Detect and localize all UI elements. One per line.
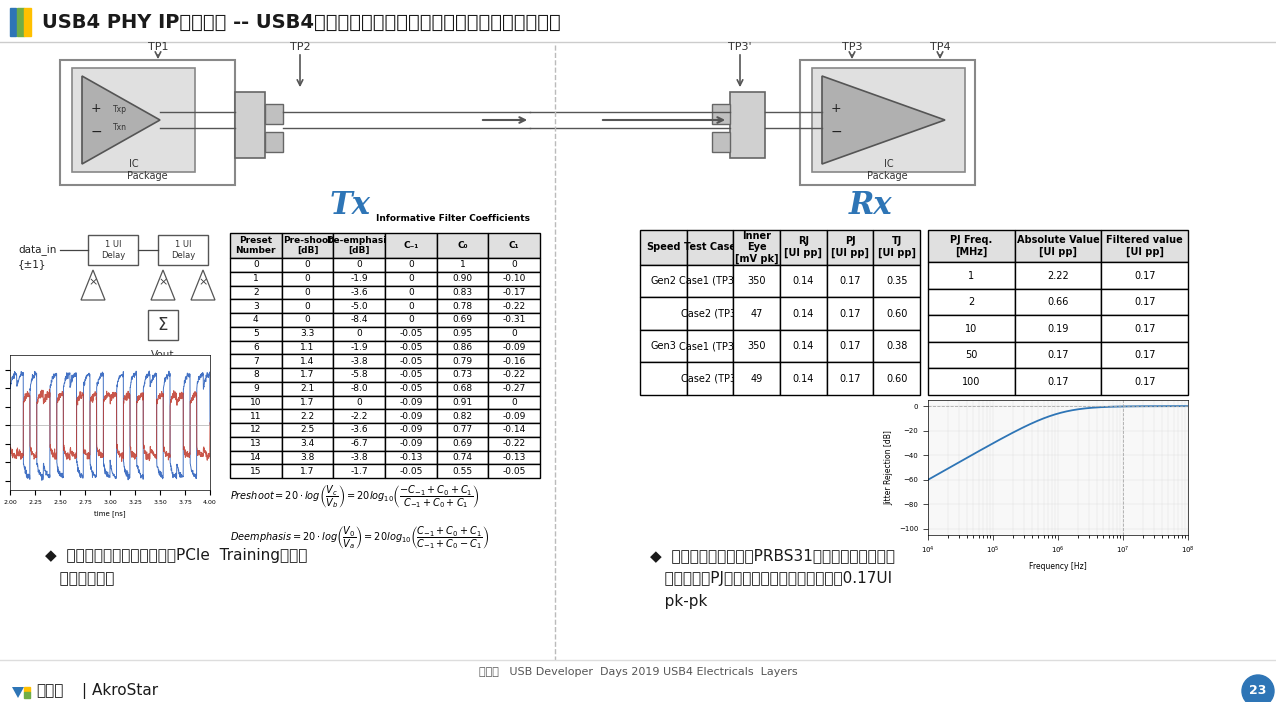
Bar bbox=[60, 60, 235, 185]
Text: TP1: TP1 bbox=[148, 42, 168, 52]
Text: $Deemphasis = 20 \cdot log\left(\dfrac{V_0}{V_a}\right) = 20log_{10}\left(\dfrac: $Deemphasis = 20 \cdot log\left(\dfrac{V… bbox=[230, 524, 489, 550]
Text: pk-pk: pk-pk bbox=[649, 594, 707, 609]
Text: ×: × bbox=[88, 277, 98, 287]
Text: Vout: Vout bbox=[152, 350, 175, 360]
Text: 似的反馈方法: 似的反馈方法 bbox=[45, 571, 115, 586]
Text: TP2: TP2 bbox=[290, 42, 310, 52]
Bar bbox=[17, 8, 24, 36]
Text: | AkroStar: | AkroStar bbox=[82, 683, 158, 699]
Text: Tx: Tx bbox=[329, 190, 370, 220]
Text: −: − bbox=[91, 125, 102, 139]
Text: Package: Package bbox=[868, 171, 907, 181]
Polygon shape bbox=[11, 687, 24, 698]
Text: Txp: Txp bbox=[114, 105, 128, 114]
Bar bbox=[812, 68, 965, 172]
Text: 1 UI
Delay: 1 UI Delay bbox=[101, 240, 125, 260]
Text: 使用不同的PJ频率，在抖动模板输出校准到0.17UI: 使用不同的PJ频率，在抖动模板输出校准到0.17UI bbox=[649, 571, 892, 586]
Bar bbox=[730, 92, 766, 158]
Y-axis label: Jitter Rejection [dB]: Jitter Rejection [dB] bbox=[884, 430, 893, 505]
Text: 芯耀辉: 芯耀辉 bbox=[36, 684, 64, 698]
Bar bbox=[265, 104, 283, 124]
Text: TP3': TP3' bbox=[729, 42, 752, 52]
Text: Σ: Σ bbox=[158, 316, 168, 334]
Bar bbox=[712, 104, 730, 124]
Polygon shape bbox=[191, 270, 214, 300]
Text: IC: IC bbox=[129, 159, 138, 169]
Text: $Preshoot = 20 \cdot log\left(\dfrac{V_c}{V_b}\right) = 20log_{10}\left(\dfrac{-: $Preshoot = 20 \cdot log\left(\dfrac{V_c… bbox=[230, 483, 480, 510]
Polygon shape bbox=[822, 76, 946, 164]
Text: Informative Filter Coefficients: Informative Filter Coefficients bbox=[376, 214, 531, 223]
Text: 23: 23 bbox=[1249, 684, 1267, 698]
Text: Txn: Txn bbox=[114, 124, 128, 133]
Text: ◆  接收端的误码率使用PRBS31测试序列，每个测试: ◆ 接收端的误码率使用PRBS31测试序列，每个测试 bbox=[649, 548, 894, 563]
Text: IC: IC bbox=[884, 159, 893, 169]
X-axis label: Frequency [Hz]: Frequency [Hz] bbox=[1030, 562, 1087, 571]
Text: −: − bbox=[831, 125, 842, 139]
Text: +: + bbox=[831, 102, 841, 114]
Text: USB4 PHY IP设计挑战 -- USB4复杂的发送端和接收端均衡与严格的误码率要求: USB4 PHY IP设计挑战 -- USB4复杂的发送端和接收端均衡与严格的误… bbox=[42, 13, 560, 32]
Text: data_in: data_in bbox=[18, 244, 56, 256]
Bar bbox=[10, 8, 17, 36]
Polygon shape bbox=[82, 76, 160, 164]
Polygon shape bbox=[80, 270, 105, 300]
Text: +: + bbox=[91, 102, 101, 114]
Text: TP4: TP4 bbox=[930, 42, 951, 52]
Bar bbox=[24, 687, 31, 692]
X-axis label: time [ns]: time [ns] bbox=[94, 510, 126, 517]
Text: {±1}: {±1} bbox=[18, 259, 46, 269]
Text: Rx: Rx bbox=[849, 190, 892, 220]
Bar bbox=[71, 68, 195, 172]
Bar bbox=[24, 8, 31, 36]
Bar bbox=[24, 692, 31, 698]
Text: ×: × bbox=[158, 277, 167, 287]
Text: ◆  发送端的均衡受控接收端与PCIe  Training采用类: ◆ 发送端的均衡受控接收端与PCIe Training采用类 bbox=[45, 548, 308, 563]
Polygon shape bbox=[151, 270, 175, 300]
Bar bbox=[712, 132, 730, 152]
Text: 1 UI
Delay: 1 UI Delay bbox=[171, 240, 195, 260]
Text: Package: Package bbox=[128, 171, 168, 181]
Text: ×: × bbox=[198, 277, 208, 287]
Bar bbox=[88, 235, 138, 265]
Bar bbox=[265, 132, 283, 152]
Text: 源自：   USB Developer  Days 2019 USB4 Electricals  Layers: 源自： USB Developer Days 2019 USB4 Electri… bbox=[478, 667, 798, 677]
Bar bbox=[235, 92, 265, 158]
Text: TP3: TP3 bbox=[842, 42, 863, 52]
Bar bbox=[158, 235, 208, 265]
Circle shape bbox=[1242, 675, 1273, 702]
Bar bbox=[148, 310, 177, 340]
Bar bbox=[800, 60, 975, 185]
